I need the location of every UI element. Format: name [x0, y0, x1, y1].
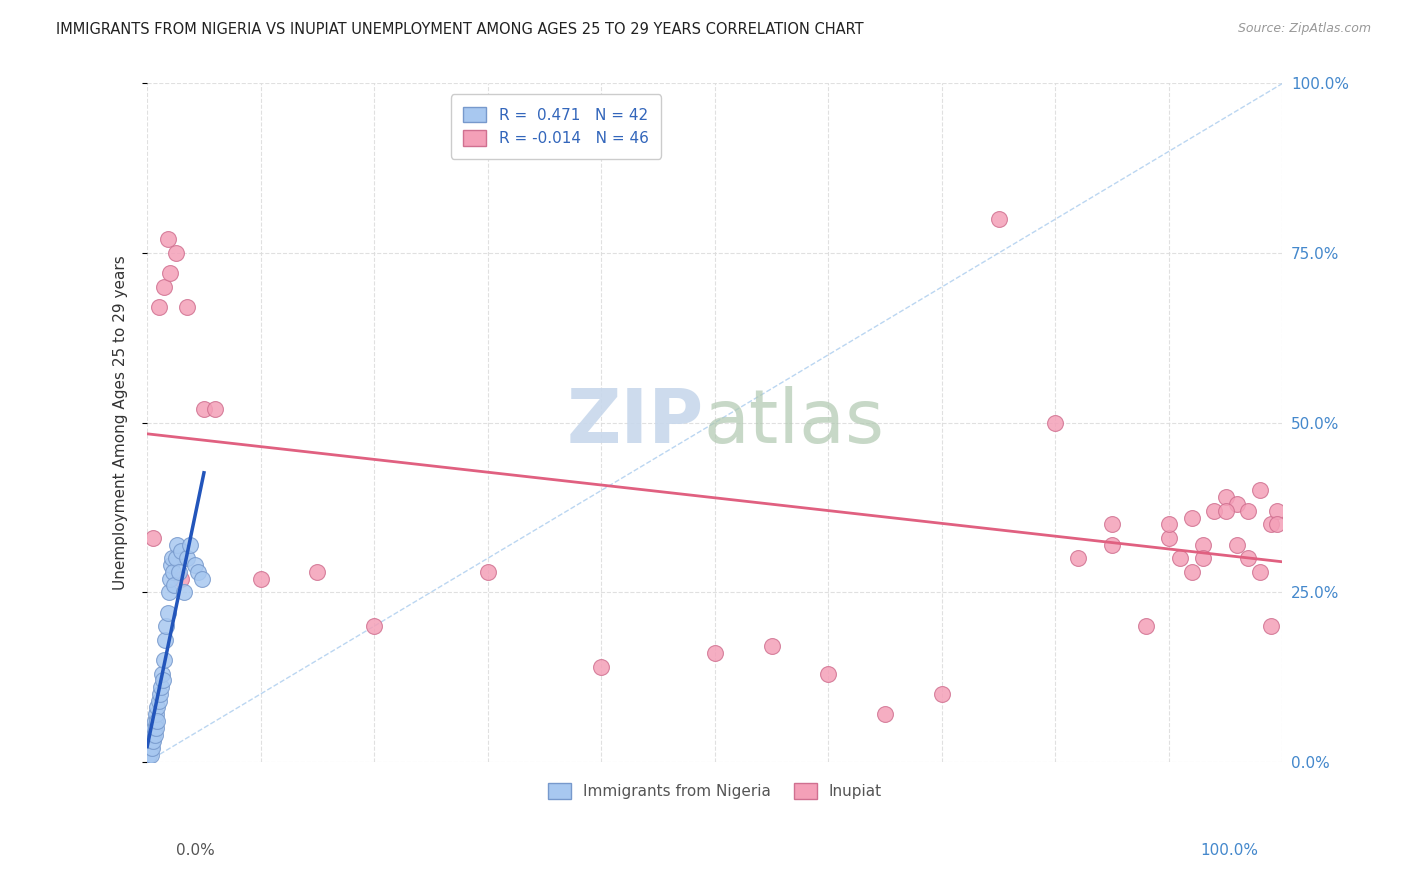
Point [1249, 565, 1271, 579]
Point [1265, 504, 1288, 518]
Point [1101, 538, 1123, 552]
Point [1168, 551, 1191, 566]
Text: 0.0%: 0.0% [176, 843, 215, 858]
Point [160, 558, 183, 572]
Point [703, 646, 725, 660]
Point [159, 572, 181, 586]
Point [136, 747, 159, 762]
Point [162, 565, 184, 579]
Point [761, 640, 783, 654]
Point [591, 660, 613, 674]
Point [150, 666, 173, 681]
Text: atlas: atlas [703, 386, 884, 459]
Point [148, 694, 170, 708]
Point [184, 558, 207, 572]
Legend: Immigrants from Nigeria, Inupiat: Immigrants from Nigeria, Inupiat [541, 777, 889, 805]
Point [307, 565, 329, 579]
Point [173, 585, 195, 599]
Point [170, 544, 193, 558]
Point [1237, 504, 1260, 518]
Point [142, 728, 165, 742]
Point [143, 721, 166, 735]
Text: Source: ZipAtlas.com: Source: ZipAtlas.com [1237, 22, 1371, 36]
Point [1226, 497, 1249, 511]
Point [155, 632, 177, 647]
Text: 100.0%: 100.0% [1201, 843, 1258, 858]
Point [153, 280, 176, 294]
Y-axis label: Unemployment Among Ages 25 to 29 years: Unemployment Among Ages 25 to 29 years [114, 255, 128, 590]
Point [138, 741, 160, 756]
Point [159, 266, 181, 280]
Point [149, 680, 172, 694]
Point [1045, 416, 1067, 430]
Text: ZIP: ZIP [567, 386, 703, 459]
Point [141, 741, 163, 756]
Point [176, 300, 198, 314]
Point [179, 538, 201, 552]
Point [165, 246, 187, 260]
Point [156, 606, 179, 620]
Point [1215, 490, 1237, 504]
Point [165, 551, 187, 566]
Point [143, 714, 166, 728]
Point [1226, 538, 1249, 552]
Point [166, 538, 188, 552]
Point [249, 572, 271, 586]
Point [193, 402, 215, 417]
Point [1260, 619, 1282, 633]
Point [1204, 504, 1226, 518]
Point [145, 707, 167, 722]
Point [1101, 517, 1123, 532]
Point [167, 565, 190, 579]
Point [190, 572, 212, 586]
Point [1157, 531, 1180, 545]
Point [176, 551, 198, 566]
Point [204, 402, 226, 417]
Text: IMMIGRANTS FROM NIGERIA VS INUPIAT UNEMPLOYMENT AMONG AGES 25 TO 29 YEARS CORREL: IMMIGRANTS FROM NIGERIA VS INUPIAT UNEMP… [56, 22, 863, 37]
Point [477, 565, 499, 579]
Point [987, 212, 1010, 227]
Point [143, 728, 166, 742]
Point [1157, 517, 1180, 532]
Point [153, 653, 176, 667]
Point [139, 747, 162, 762]
Point [141, 734, 163, 748]
Point [170, 572, 193, 586]
Point [1215, 504, 1237, 518]
Point [139, 741, 162, 756]
Point [163, 578, 186, 592]
Point [156, 232, 179, 246]
Point [187, 565, 209, 579]
Point [145, 721, 167, 735]
Point [139, 734, 162, 748]
Point [142, 734, 165, 748]
Point [875, 707, 897, 722]
Point [1237, 551, 1260, 566]
Point [138, 747, 160, 762]
Point [152, 673, 174, 688]
Point [149, 687, 172, 701]
Point [1260, 517, 1282, 532]
Point [1192, 538, 1215, 552]
Point [157, 585, 180, 599]
Point [1181, 565, 1204, 579]
Point [1181, 510, 1204, 524]
Point [1265, 517, 1288, 532]
Point [1135, 619, 1157, 633]
Point [931, 687, 953, 701]
Point [817, 666, 839, 681]
Point [1192, 551, 1215, 566]
Point [146, 714, 169, 728]
Point [1249, 483, 1271, 498]
Point [148, 300, 170, 314]
Point [363, 619, 385, 633]
Point [160, 551, 183, 566]
Point [1067, 551, 1090, 566]
Point [142, 531, 165, 545]
Point [146, 700, 169, 714]
Point [155, 619, 177, 633]
